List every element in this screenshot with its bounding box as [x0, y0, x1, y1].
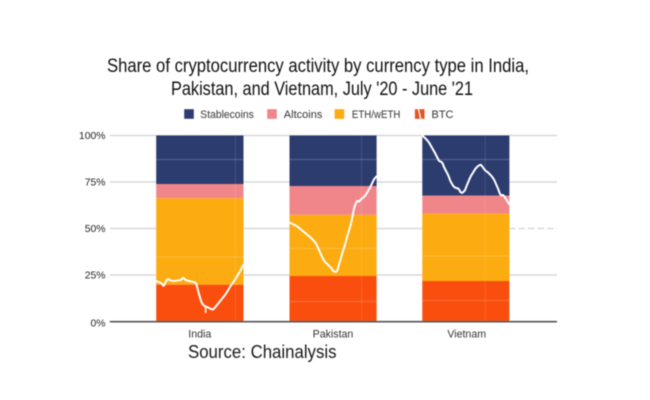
- svg-text:Altcoins: Altcoins: [284, 109, 323, 121]
- svg-text:75%: 75%: [85, 178, 106, 189]
- svg-text:Stablecoins: Stablecoins: [200, 109, 254, 121]
- svg-text:India: India: [188, 328, 211, 340]
- svg-text:Source: Chainalysis: Source: Chainalysis: [188, 342, 337, 362]
- svg-text:Vietnam: Vietnam: [447, 328, 486, 340]
- svg-text:25%: 25%: [85, 271, 106, 282]
- svg-text:Share of cryptocurrency activi: Share of cryptocurrency activity by curr…: [107, 56, 529, 77]
- svg-text:Pakistan, and Vietnam, July '2: Pakistan, and Vietnam, July '20 - June '…: [171, 79, 473, 100]
- svg-text:100%: 100%: [79, 131, 106, 142]
- svg-text:ETH/wETH: ETH/wETH: [352, 109, 401, 121]
- svg-text:50%: 50%: [85, 224, 106, 235]
- svg-text:0%: 0%: [90, 318, 105, 329]
- svg-text:Pakistan: Pakistan: [313, 328, 354, 340]
- svg-text:BTC: BTC: [432, 109, 454, 121]
